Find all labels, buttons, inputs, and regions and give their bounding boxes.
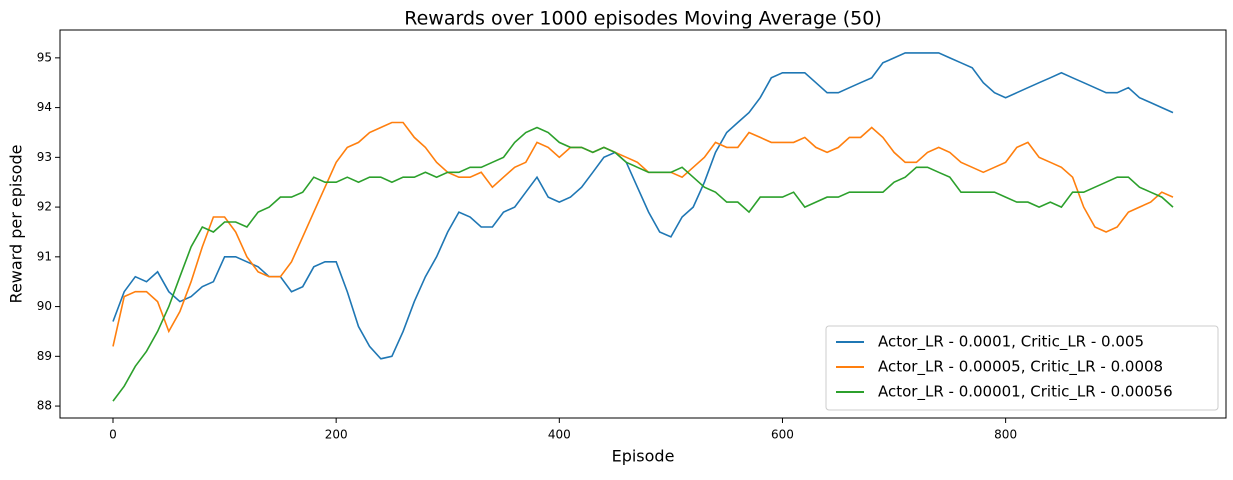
- y-tick-label: 92: [37, 200, 52, 214]
- y-tick-label: 91: [37, 249, 52, 263]
- y-tick-label: 90: [37, 299, 52, 313]
- x-tick-label: 600: [771, 428, 794, 442]
- legend-label: Actor_LR - 0.00005, Critic_LR - 0.0008: [878, 358, 1163, 377]
- legend-box: [825, 325, 1219, 411]
- series-line: [112, 121, 1174, 347]
- y-tick-label: 89: [37, 349, 52, 363]
- x-tick-label: 400: [548, 428, 571, 442]
- y-axis-label: Reward per episode: [7, 145, 26, 304]
- x-tick-label: 0: [109, 428, 117, 442]
- legend-label: Actor_LR - 0.00001, Critic_LR - 0.00056: [878, 383, 1173, 402]
- series-line: [112, 52, 1174, 360]
- series-line: [112, 126, 1174, 402]
- legend-label: Actor_LR - 0.0001, Critic_LR - 0.005: [878, 333, 1144, 352]
- x-tick-label: 200: [325, 428, 348, 442]
- x-tick-label: 800: [994, 428, 1017, 442]
- y-tick-label: 94: [37, 100, 52, 114]
- plot-frame: [59, 29, 1227, 419]
- y-tick-label: 93: [37, 150, 52, 164]
- chart-title: Rewards over 1000 episodes Moving Averag…: [404, 8, 882, 30]
- x-axis-label: Episode: [612, 447, 675, 466]
- y-tick-label: 95: [37, 50, 52, 64]
- y-tick-label: 88: [37, 399, 52, 413]
